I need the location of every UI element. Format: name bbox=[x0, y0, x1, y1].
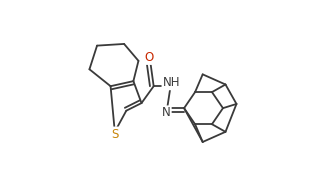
Text: NH: NH bbox=[163, 76, 180, 89]
Text: N: N bbox=[162, 106, 171, 119]
Text: S: S bbox=[111, 128, 118, 140]
Text: O: O bbox=[145, 51, 154, 64]
